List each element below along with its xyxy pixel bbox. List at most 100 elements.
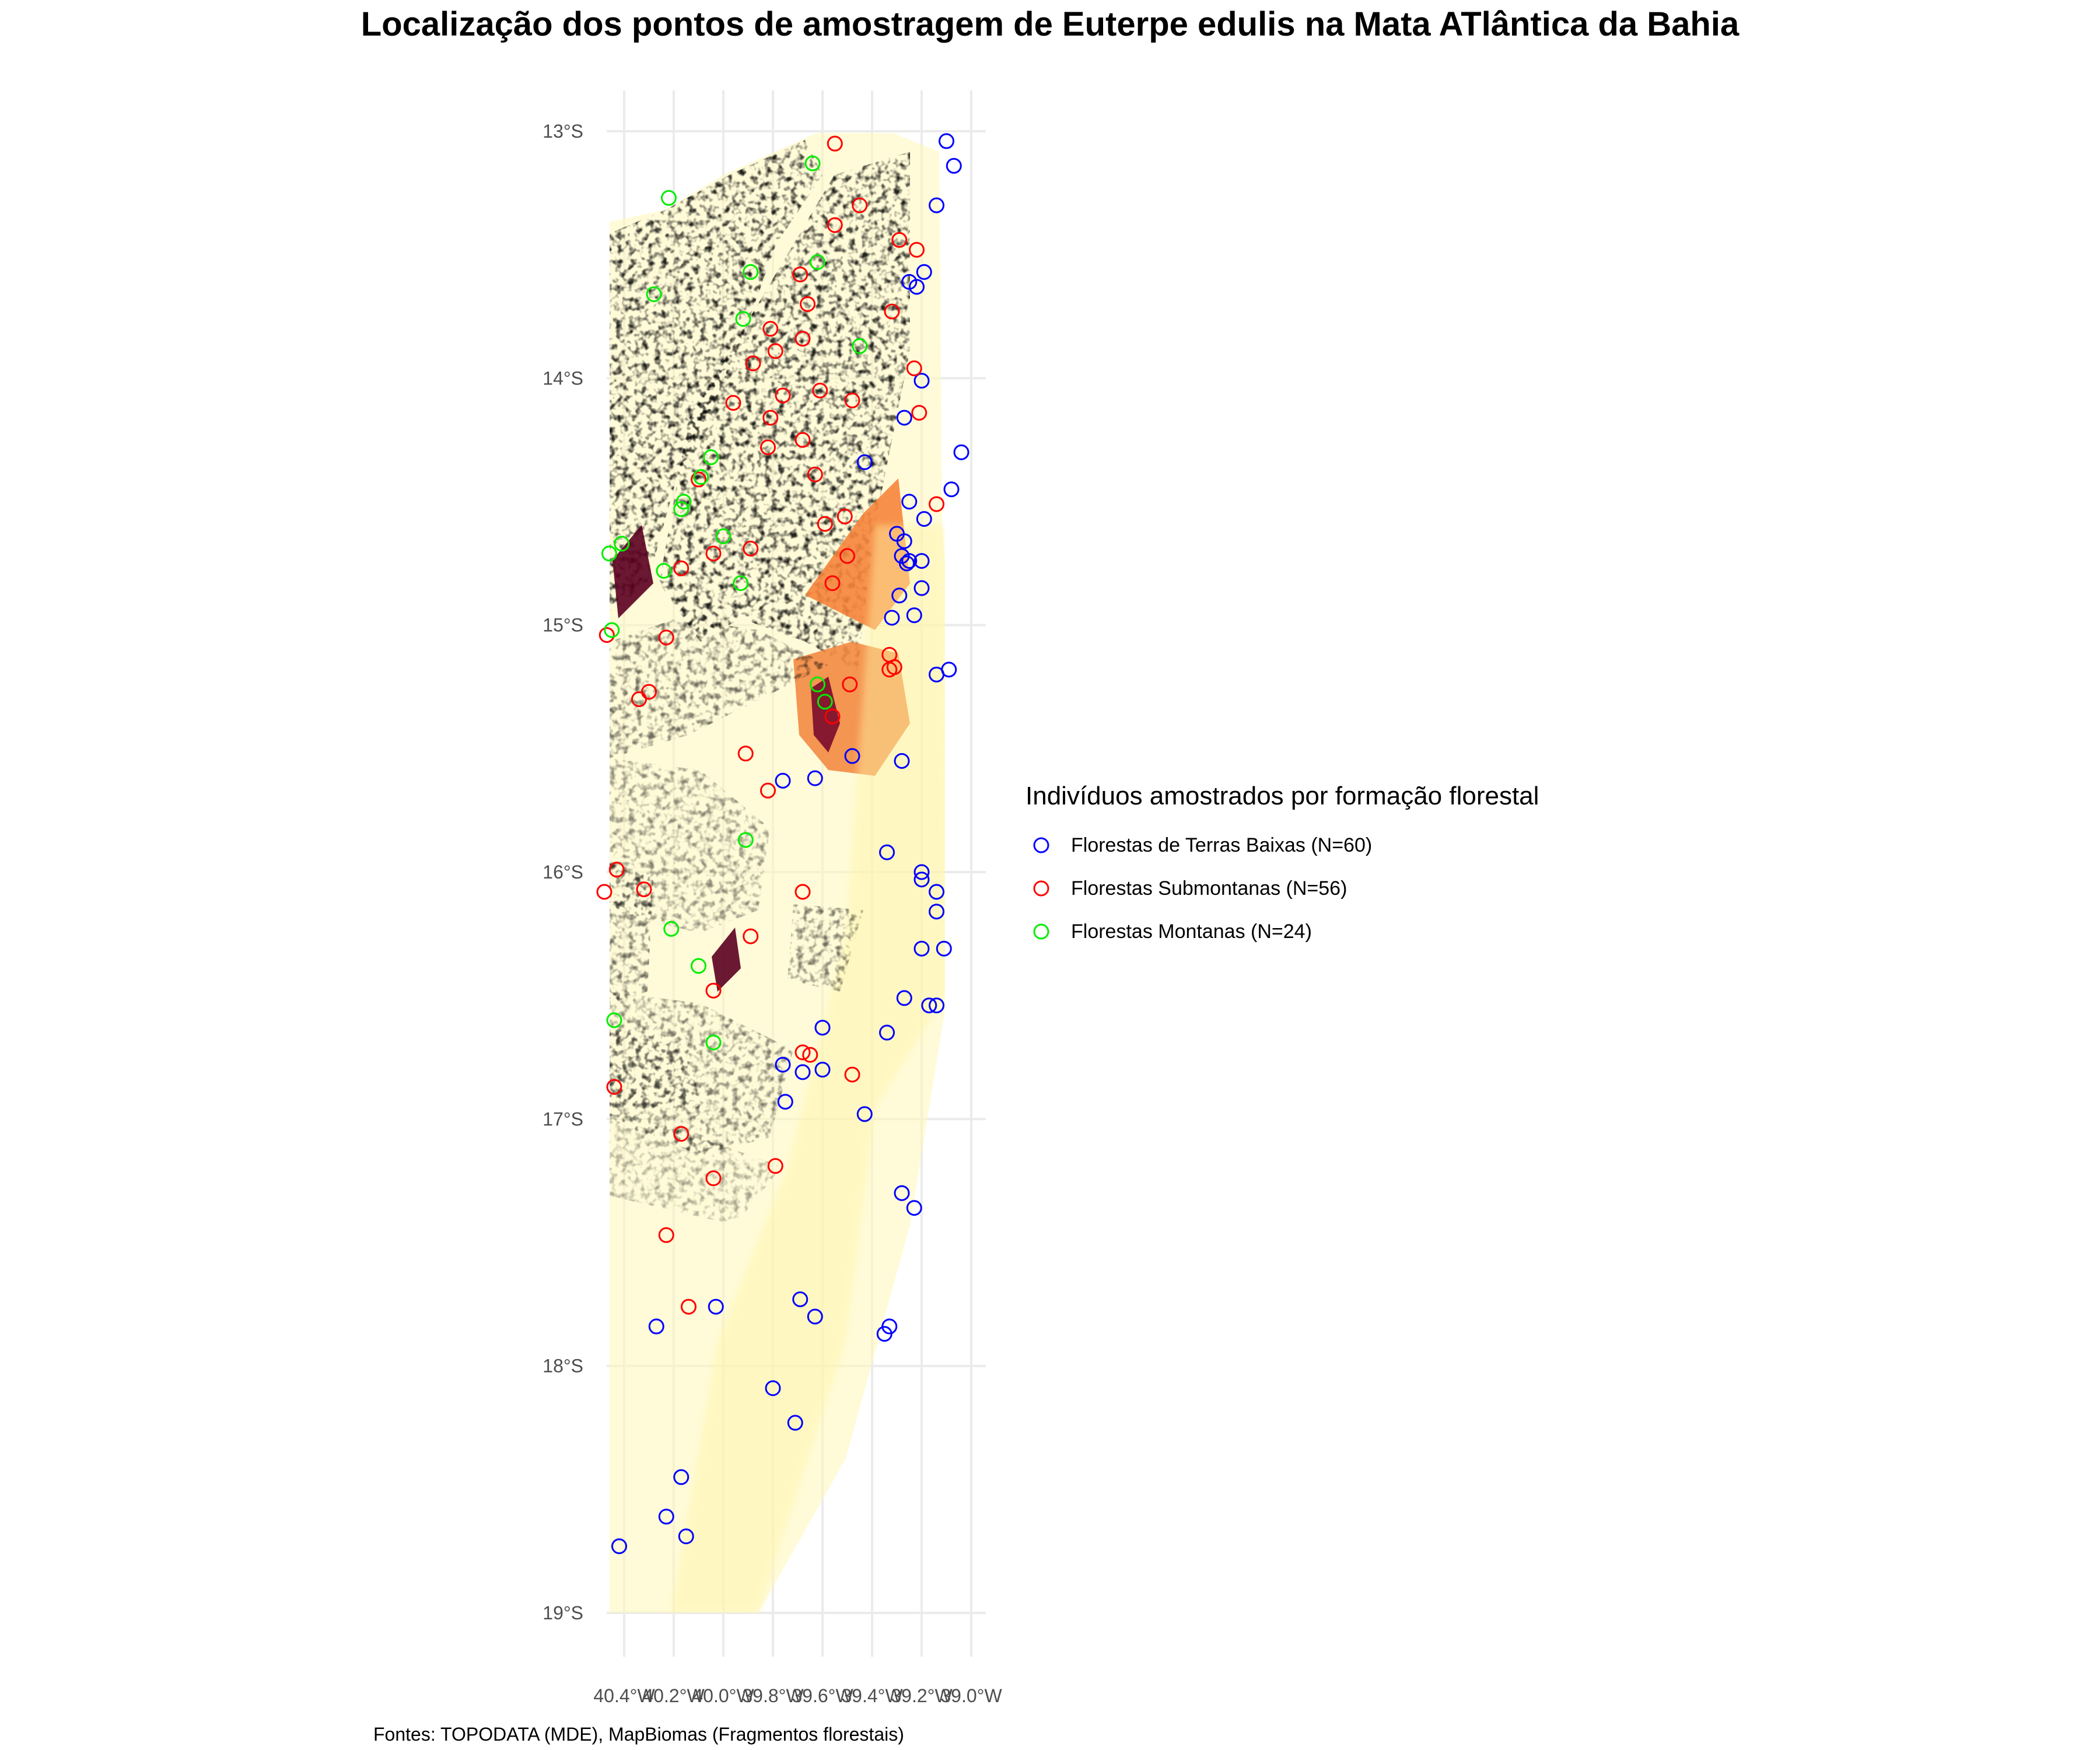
y-tick-label: 18°S: [542, 1356, 583, 1377]
sample-point: [691, 471, 706, 488]
sample-point: [807, 466, 823, 482]
sample-point: [909, 242, 925, 258]
sample-point: [891, 232, 908, 248]
sample-point: [601, 545, 617, 562]
legend-item-terras-baixas: Florestas de Terras Baixas (N=60): [1026, 824, 1539, 867]
sample-point: [929, 884, 944, 900]
sample-point: [794, 1064, 811, 1080]
sample-point: [641, 684, 657, 700]
sample-point: [760, 782, 776, 799]
sample-point: [673, 560, 690, 576]
sample-point: [705, 1034, 722, 1051]
sample-point: [814, 1062, 831, 1078]
sample-point: [705, 1170, 722, 1186]
sample-point: [901, 494, 918, 510]
sample-point: [827, 135, 843, 152]
sample-point: [896, 410, 912, 426]
sample-point: [745, 355, 761, 372]
sample-point: [929, 496, 944, 512]
sample-point: [896, 533, 912, 550]
sample-point: [691, 958, 706, 974]
sample-point: [842, 676, 858, 692]
sample-point: [743, 540, 759, 556]
x-tick-label: 39.6°W: [792, 1685, 853, 1706]
sample-point: [884, 303, 900, 320]
sample-point: [792, 267, 808, 283]
sample-point: [735, 311, 751, 327]
x-tick-label: 40.0°W: [692, 1685, 754, 1706]
sample-point: [678, 1528, 694, 1545]
y-tick-label: 16°S: [542, 862, 583, 883]
legend: Indivíduos amostrados por formação flore…: [1026, 782, 1539, 953]
legend-label: Florestas de Terras Baixas (N=60): [1071, 834, 1373, 856]
sample-point: [673, 1469, 690, 1485]
sample-point: [614, 536, 630, 552]
x-tick-label: 39.8°W: [742, 1685, 804, 1706]
sample-point: [658, 1227, 674, 1243]
sample-point: [715, 528, 732, 544]
sample-point: [929, 904, 944, 920]
y-tick-label: 14°S: [542, 368, 583, 388]
sample-point: [879, 844, 895, 860]
sample-point: [807, 770, 823, 786]
sample-point: [636, 881, 652, 898]
sample-point: [676, 494, 692, 510]
legend-item-montanas: Florestas Montanas (N=24): [1026, 910, 1539, 953]
sample-point: [802, 1046, 818, 1063]
sample-point: [856, 454, 873, 470]
sample-point: [824, 708, 841, 724]
sample-point: [606, 1012, 622, 1028]
sample-point: [894, 1185, 910, 1201]
sample-point: [606, 1079, 622, 1095]
legend-label: Florestas Submontanas (N=56): [1071, 877, 1348, 900]
legend-item-submontanas: Florestas Submontanas (N=56): [1026, 867, 1539, 910]
sample-point: [894, 753, 910, 769]
sample-point: [794, 432, 811, 448]
elevation-raster: [610, 133, 945, 1613]
x-tick-label: 40.2°W: [643, 1685, 705, 1706]
sample-point: [648, 1318, 664, 1335]
sample-point: [708, 1298, 724, 1315]
sample-point: [876, 1326, 892, 1342]
sample-point: [658, 1508, 674, 1525]
sample-point: [762, 321, 779, 337]
sample-point: [953, 444, 970, 460]
sample-point: [856, 1106, 873, 1122]
x-tick-label: 40.4°W: [593, 1685, 655, 1706]
sample-point: [844, 1066, 860, 1083]
sample-point: [844, 392, 860, 408]
sample-point: [725, 395, 741, 411]
sample-point: [929, 197, 944, 214]
sample-point: [941, 662, 957, 678]
sample-point: [921, 998, 937, 1014]
sample-point: [852, 197, 868, 214]
sample-point: [765, 1380, 781, 1396]
sample-point: [596, 884, 612, 900]
sample-point: [901, 274, 918, 290]
sample-point: [775, 387, 791, 404]
sample-point: [794, 331, 811, 347]
sample-point: [914, 580, 930, 596]
sample-point: [775, 772, 791, 789]
sample-point: [827, 217, 843, 233]
sample-point: [844, 748, 860, 764]
x-axis-labels: 40.4°W40.2°W40.0°W39.8°W39.6°W39.4°W39.2…: [593, 1685, 1002, 1706]
legend-key-blue-circle-icon: [1033, 837, 1049, 853]
sample-point: [663, 921, 680, 937]
sample-point: [916, 511, 932, 527]
sample-point: [946, 158, 962, 174]
sample-point: [767, 1158, 783, 1174]
legend-label: Florestas Montanas (N=24): [1071, 920, 1312, 943]
sample-point: [658, 629, 674, 646]
sample-point: [836, 508, 853, 524]
sample-point: [777, 1094, 793, 1110]
y-tick-label: 19°S: [542, 1602, 583, 1623]
sample-point: [901, 553, 918, 569]
sample-point: [787, 1415, 803, 1431]
legend-title: Indivíduos amostrados por formação flore…: [1026, 782, 1539, 810]
sample-point: [794, 1044, 811, 1060]
sample-point: [906, 607, 922, 624]
sample-point: [800, 296, 816, 312]
sample-point: [943, 481, 960, 498]
sample-point: [703, 449, 719, 466]
